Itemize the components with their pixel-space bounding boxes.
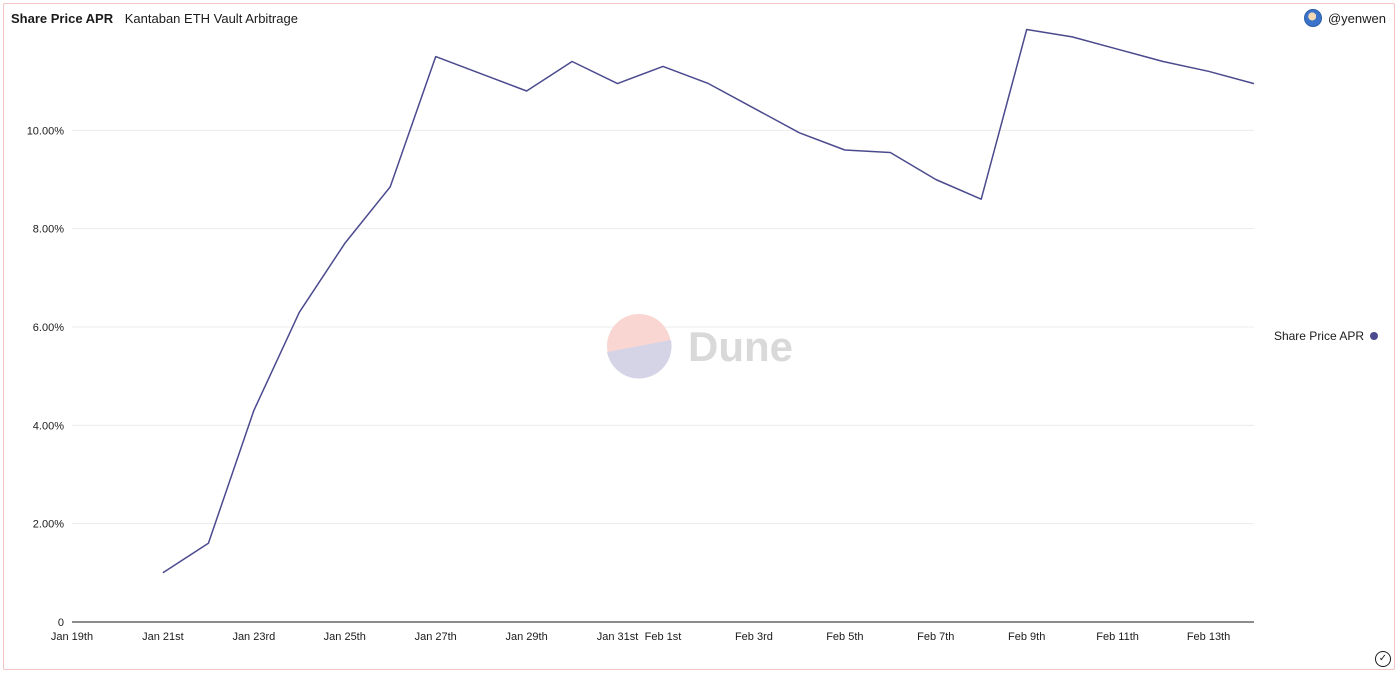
y-tick-label: 4.00% xyxy=(33,420,64,432)
chart-header: Share Price APR Kantaban ETH Vault Arbit… xyxy=(11,11,298,26)
author-link[interactable]: @yenwen xyxy=(1303,9,1386,27)
chart-title: Share Price APR xyxy=(11,11,114,26)
x-tick-label: Feb 3rd xyxy=(735,631,773,643)
chart-card xyxy=(3,3,1395,670)
x-tick-label: Feb 1st xyxy=(645,631,682,643)
x-tick-label: Feb 11th xyxy=(1096,631,1139,643)
series-line[interactable] xyxy=(162,28,1255,574)
x-tick-label: Feb 5th xyxy=(826,631,863,643)
x-tick-label: Jan 27th xyxy=(415,631,457,643)
check-circle-icon[interactable]: ✓ xyxy=(1375,651,1391,667)
y-tick-label: 2.00% xyxy=(33,519,64,531)
x-tick-label: Jan 25th xyxy=(324,631,366,643)
y-tick-label: 8.00% xyxy=(33,224,64,236)
dune-logo-lower-half xyxy=(607,340,672,379)
chart-subtitle: Kantaban ETH Vault Arbitrage xyxy=(124,11,298,26)
x-tick-label: Jan 19th xyxy=(51,631,93,643)
y-tick-label: 10.00% xyxy=(27,125,65,137)
watermark-text: Dune xyxy=(688,323,793,370)
y-tick-label: 6.00% xyxy=(33,322,64,334)
x-tick-label: Feb 7th xyxy=(917,631,954,643)
x-tick-label: Jan 29th xyxy=(506,631,548,643)
legend[interactable]: Share Price APR xyxy=(1274,329,1378,343)
avatar-icon xyxy=(1303,9,1322,27)
series-layer xyxy=(162,28,1255,574)
axes: 0 2.00% 4.00% 6.00% 8.00% 10.00% Jan 19th Jan 2… xyxy=(27,125,1254,643)
x-tick-label: Jan 21st xyxy=(142,631,184,643)
x-tick-label: Feb 13th xyxy=(1187,631,1230,643)
x-tick-label: Jan 23rd xyxy=(232,631,275,643)
y-tick-label: 0 xyxy=(58,617,64,629)
legend-label: Share Price APR xyxy=(1273,329,1364,343)
legend-swatch xyxy=(1370,332,1378,340)
x-tick-label: Feb 9th xyxy=(1008,631,1045,643)
dune-watermark: Dune xyxy=(607,314,793,379)
x-tick-label: Jan 31st xyxy=(597,631,639,643)
author-name: @yenwen xyxy=(1327,10,1386,26)
